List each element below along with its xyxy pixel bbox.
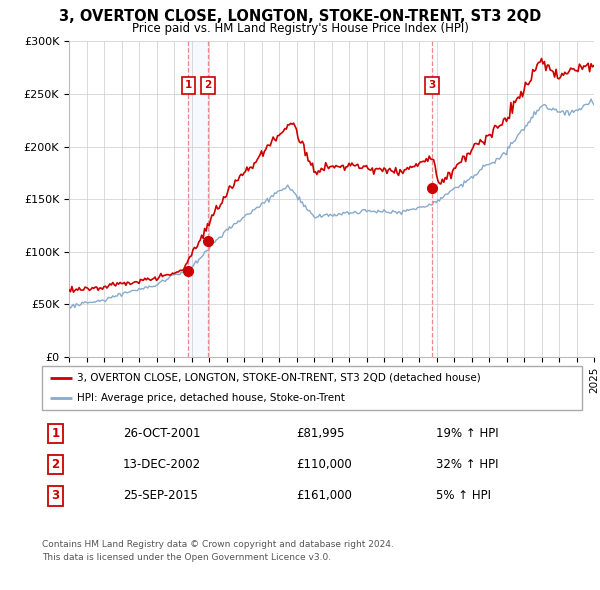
Text: £81,995: £81,995 [296, 427, 344, 440]
Text: 3: 3 [52, 489, 59, 502]
Text: 2: 2 [52, 458, 59, 471]
Text: 32% ↑ HPI: 32% ↑ HPI [436, 458, 499, 471]
Text: 1: 1 [185, 80, 192, 90]
Text: Price paid vs. HM Land Registry's House Price Index (HPI): Price paid vs. HM Land Registry's House … [131, 22, 469, 35]
Text: 5% ↑ HPI: 5% ↑ HPI [436, 489, 491, 502]
Bar [188, 41, 208, 357]
Text: £161,000: £161,000 [296, 489, 352, 502]
Text: £110,000: £110,000 [296, 458, 352, 471]
Text: 1: 1 [52, 427, 59, 440]
Text: 2: 2 [205, 80, 212, 90]
Text: 25-SEP-2015: 25-SEP-2015 [123, 489, 198, 502]
Text: 3, OVERTON CLOSE, LONGTON, STOKE-ON-TRENT, ST3 2QD (detached house): 3, OVERTON CLOSE, LONGTON, STOKE-ON-TREN… [77, 373, 481, 383]
Text: HPI: Average price, detached house, Stoke-on-Trent: HPI: Average price, detached house, Stok… [77, 393, 345, 403]
Text: 19% ↑ HPI: 19% ↑ HPI [436, 427, 499, 440]
Text: 3, OVERTON CLOSE, LONGTON, STOKE-ON-TRENT, ST3 2QD: 3, OVERTON CLOSE, LONGTON, STOKE-ON-TREN… [59, 9, 541, 24]
Text: Contains HM Land Registry data © Crown copyright and database right 2024.: Contains HM Land Registry data © Crown c… [42, 540, 394, 549]
Text: 3: 3 [428, 80, 436, 90]
Text: 13-DEC-2002: 13-DEC-2002 [123, 458, 201, 471]
FancyBboxPatch shape [42, 366, 582, 410]
Text: This data is licensed under the Open Government Licence v3.0.: This data is licensed under the Open Gov… [42, 553, 331, 562]
Text: 26-OCT-2001: 26-OCT-2001 [123, 427, 200, 440]
